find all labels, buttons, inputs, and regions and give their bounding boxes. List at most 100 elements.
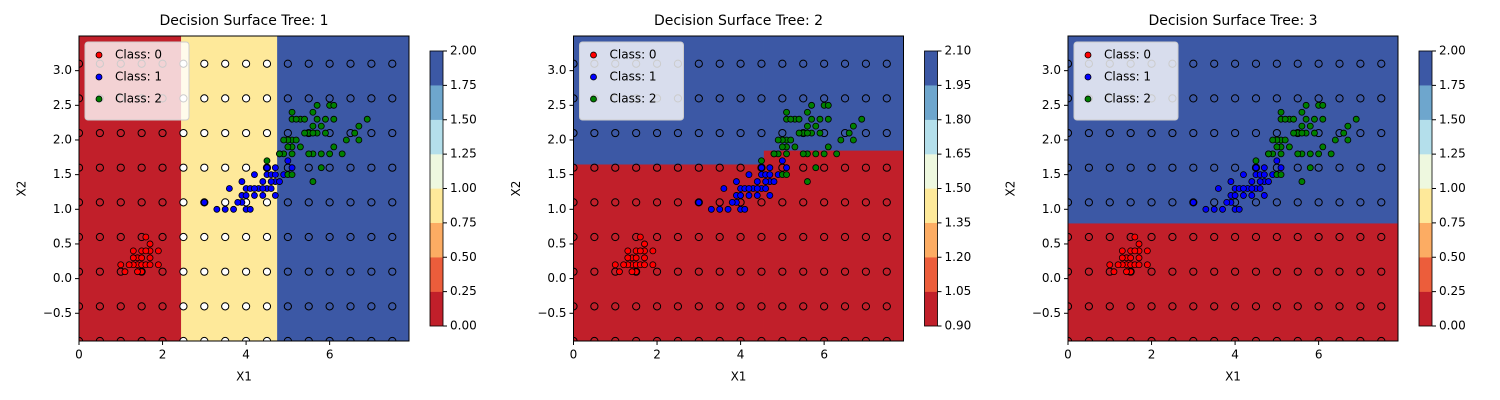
grid-point [325,59,334,68]
grid-point [1356,94,1365,103]
grid-point [325,163,334,172]
data-point [292,115,300,123]
y-tick-label: 3.0 [53,63,72,77]
grid-point [694,163,703,172]
grid-point [367,267,376,276]
y-tick-label: 2.0 [1042,132,1061,146]
grid-point [673,198,683,207]
data-point [146,254,154,262]
grid-point [840,59,850,68]
data-point [251,192,258,199]
data-point [795,129,803,137]
data-point [770,178,778,185]
grid-point [262,94,272,103]
y-tick-label: 2.5 [53,98,72,112]
data-point [649,247,657,255]
grid-point [694,128,703,138]
grid-point [116,232,125,242]
grid-point [882,163,891,172]
grid-point [367,163,376,172]
legend-marker [590,73,597,81]
grid-point [1356,267,1365,276]
data-point [628,268,636,276]
grid-point [221,232,230,242]
data-point [783,171,790,179]
colorbar-tick-label: 1.20 [945,250,972,264]
grid-point [1230,59,1240,68]
colorbar-band [429,291,444,327]
grid-point [1377,198,1386,207]
data-point [812,164,820,172]
grid-point [137,128,146,138]
data-point [1260,192,1268,199]
data-point [824,115,832,123]
data-point [1331,136,1339,144]
grid-point [799,163,808,172]
grid-point [1147,198,1156,207]
x-tick-label: 0 [75,348,83,362]
grid-point [262,302,272,311]
grid-point [367,94,376,103]
grid-point [861,267,871,276]
grid-point [158,198,167,207]
colorbar-tick-label: 2.10 [945,44,972,58]
data-point [146,261,154,269]
data-point [1319,115,1327,123]
legend-marker [590,95,597,103]
grid-point [116,302,125,311]
grid-point [820,94,829,103]
grid-point [590,302,599,311]
grid-point [590,198,599,207]
data-point [288,108,296,116]
colorbar-tick-label: 1.35 [945,215,972,229]
colorbar-band [429,188,444,224]
colorbar-band [924,222,938,258]
grid-point [179,267,188,276]
grid-point [652,163,662,172]
grid-point [179,163,188,172]
colorbar-tick-label: 0.00 [1439,319,1466,333]
grid-point [757,59,766,68]
data-point [799,150,807,158]
grid-point [241,59,251,68]
grid-point [673,163,683,172]
grid-point [95,302,104,311]
grid-point [137,163,146,172]
grid-point [1147,128,1156,138]
data-point [812,122,820,130]
grid-point [1356,59,1365,68]
data-point [1240,185,1247,192]
grid-point [757,302,766,311]
grid-point [1210,267,1219,276]
colorbar-tick-label: 0.00 [450,319,477,333]
y-axis-label: X2 [1004,181,1018,197]
data-point [778,157,786,165]
y-tick-label: 0.0 [53,271,72,285]
grid-point [1272,198,1281,207]
data-point [758,157,765,165]
grid-point [1335,198,1344,207]
colorbar-tick-label: 0.50 [1439,250,1466,264]
decision-region [763,36,904,151]
data-point [766,192,774,199]
data-point [1298,129,1306,137]
data-point [1290,115,1297,123]
data-point [296,143,304,151]
grid-point [221,128,230,138]
colorbar-tick-label: 1.25 [450,147,477,161]
grid-point [799,302,808,311]
grid-point [673,267,683,276]
grid-point [882,94,891,103]
colorbar-band [1418,50,1433,86]
grid-point [736,267,745,276]
data-point [766,164,774,172]
grid-point [388,163,397,172]
legend: Class: 0 Class: 1 Class: 2 [84,41,190,121]
grid-point [820,198,829,207]
grid-point [325,94,334,103]
grid-point [694,59,703,68]
x-tick-label: 4 [242,348,250,362]
grid-point [283,198,292,207]
grid-point [1210,128,1219,138]
